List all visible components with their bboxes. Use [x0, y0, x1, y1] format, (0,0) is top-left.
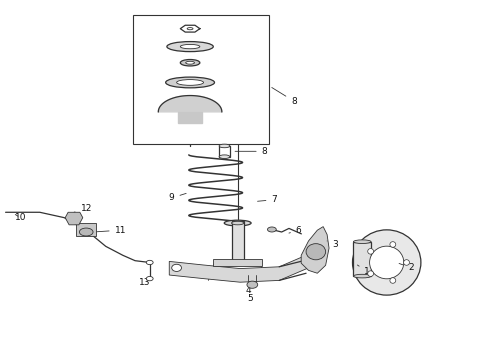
Ellipse shape — [187, 28, 193, 30]
Ellipse shape — [353, 274, 371, 278]
Polygon shape — [65, 212, 83, 225]
Ellipse shape — [167, 41, 213, 51]
Ellipse shape — [166, 77, 215, 88]
Ellipse shape — [219, 144, 230, 148]
Bar — [219, 146, 230, 157]
Ellipse shape — [224, 220, 251, 226]
Text: 3: 3 — [327, 240, 338, 249]
Polygon shape — [76, 223, 96, 235]
Ellipse shape — [404, 260, 410, 265]
Polygon shape — [213, 259, 262, 266]
Text: 9: 9 — [169, 193, 186, 202]
Ellipse shape — [176, 80, 203, 85]
Polygon shape — [178, 112, 202, 123]
Text: 7: 7 — [258, 195, 277, 204]
Ellipse shape — [390, 278, 396, 283]
Ellipse shape — [268, 227, 276, 232]
Ellipse shape — [353, 240, 371, 243]
Text: 1: 1 — [357, 265, 370, 276]
Bar — [353, 242, 371, 276]
Text: 5: 5 — [247, 294, 253, 303]
Ellipse shape — [147, 276, 153, 281]
Polygon shape — [301, 226, 329, 273]
Text: 12: 12 — [74, 204, 92, 213]
Text: 8: 8 — [272, 87, 297, 105]
Text: 4: 4 — [245, 285, 251, 294]
Text: 11: 11 — [96, 226, 126, 235]
Text: 2: 2 — [399, 264, 414, 273]
Bar — [232, 221, 244, 264]
Polygon shape — [158, 95, 222, 112]
Ellipse shape — [306, 244, 326, 260]
Ellipse shape — [232, 221, 244, 225]
Ellipse shape — [180, 59, 200, 66]
Text: 13: 13 — [139, 277, 150, 287]
Text: 10: 10 — [15, 213, 26, 222]
Ellipse shape — [390, 242, 396, 247]
Ellipse shape — [352, 230, 421, 295]
Polygon shape — [169, 254, 309, 282]
Ellipse shape — [368, 248, 373, 254]
Ellipse shape — [219, 155, 230, 158]
Bar — [133, 15, 270, 144]
Ellipse shape — [186, 61, 195, 64]
Ellipse shape — [79, 228, 93, 236]
Ellipse shape — [369, 246, 404, 279]
Ellipse shape — [147, 260, 153, 265]
Text: 8: 8 — [235, 147, 268, 156]
Text: 6: 6 — [289, 226, 302, 235]
Ellipse shape — [172, 264, 181, 271]
Ellipse shape — [180, 44, 200, 49]
Ellipse shape — [368, 271, 373, 276]
Ellipse shape — [247, 281, 258, 288]
